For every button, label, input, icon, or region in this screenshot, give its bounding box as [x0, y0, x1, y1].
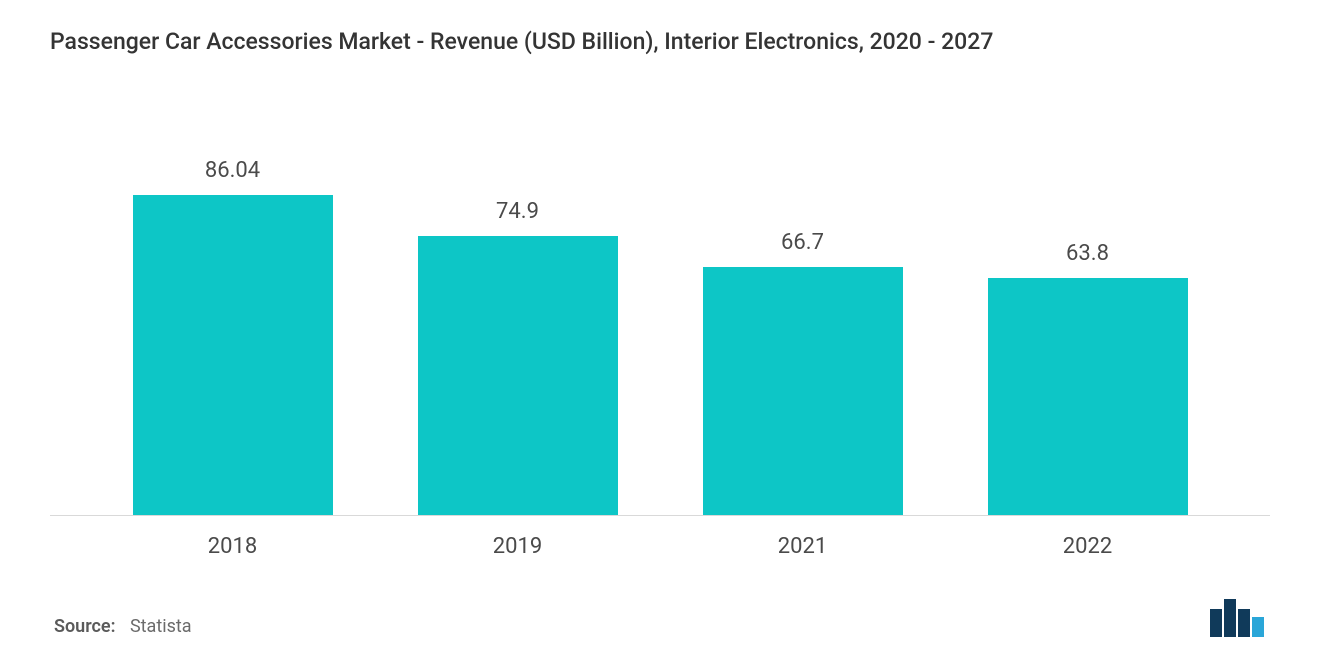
bar-group: 74.9	[408, 199, 628, 515]
bar-group: 66.7	[693, 230, 913, 515]
bar	[133, 195, 333, 515]
bar-value-label: 66.7	[781, 230, 824, 255]
chart-plot-area: 86.04 74.9 66.7 63.8	[50, 65, 1270, 515]
source-label: Source:	[54, 616, 116, 637]
mordor-logo-icon	[1210, 599, 1266, 637]
x-axis-label: 2018	[123, 534, 343, 559]
chart-x-axis: 2018 2019 2021 2022	[50, 516, 1270, 559]
logo-bar-1	[1210, 609, 1222, 637]
bar-value-label: 86.04	[205, 158, 260, 183]
chart-footer: Source: Statista	[50, 599, 1270, 645]
chart-container: Passenger Car Accessories Market - Reven…	[0, 0, 1320, 665]
bar-group: 63.8	[978, 241, 1198, 515]
x-axis-label: 2021	[693, 534, 913, 559]
x-axis-label: 2019	[408, 534, 628, 559]
bar	[418, 236, 618, 515]
bar	[703, 267, 903, 515]
bar-group: 86.04	[123, 158, 343, 515]
chart-title: Passenger Car Accessories Market - Reven…	[50, 20, 1270, 55]
logo-bar-3	[1238, 609, 1250, 637]
logo-bar-2	[1224, 599, 1236, 637]
bar-value-label: 63.8	[1066, 241, 1109, 266]
bar	[988, 278, 1188, 515]
x-axis-label: 2022	[978, 534, 1198, 559]
bar-value-label: 74.9	[496, 199, 539, 224]
source-value: Statista	[130, 616, 192, 637]
source-attribution: Source: Statista	[54, 616, 192, 637]
logo-bar-4	[1252, 617, 1264, 637]
